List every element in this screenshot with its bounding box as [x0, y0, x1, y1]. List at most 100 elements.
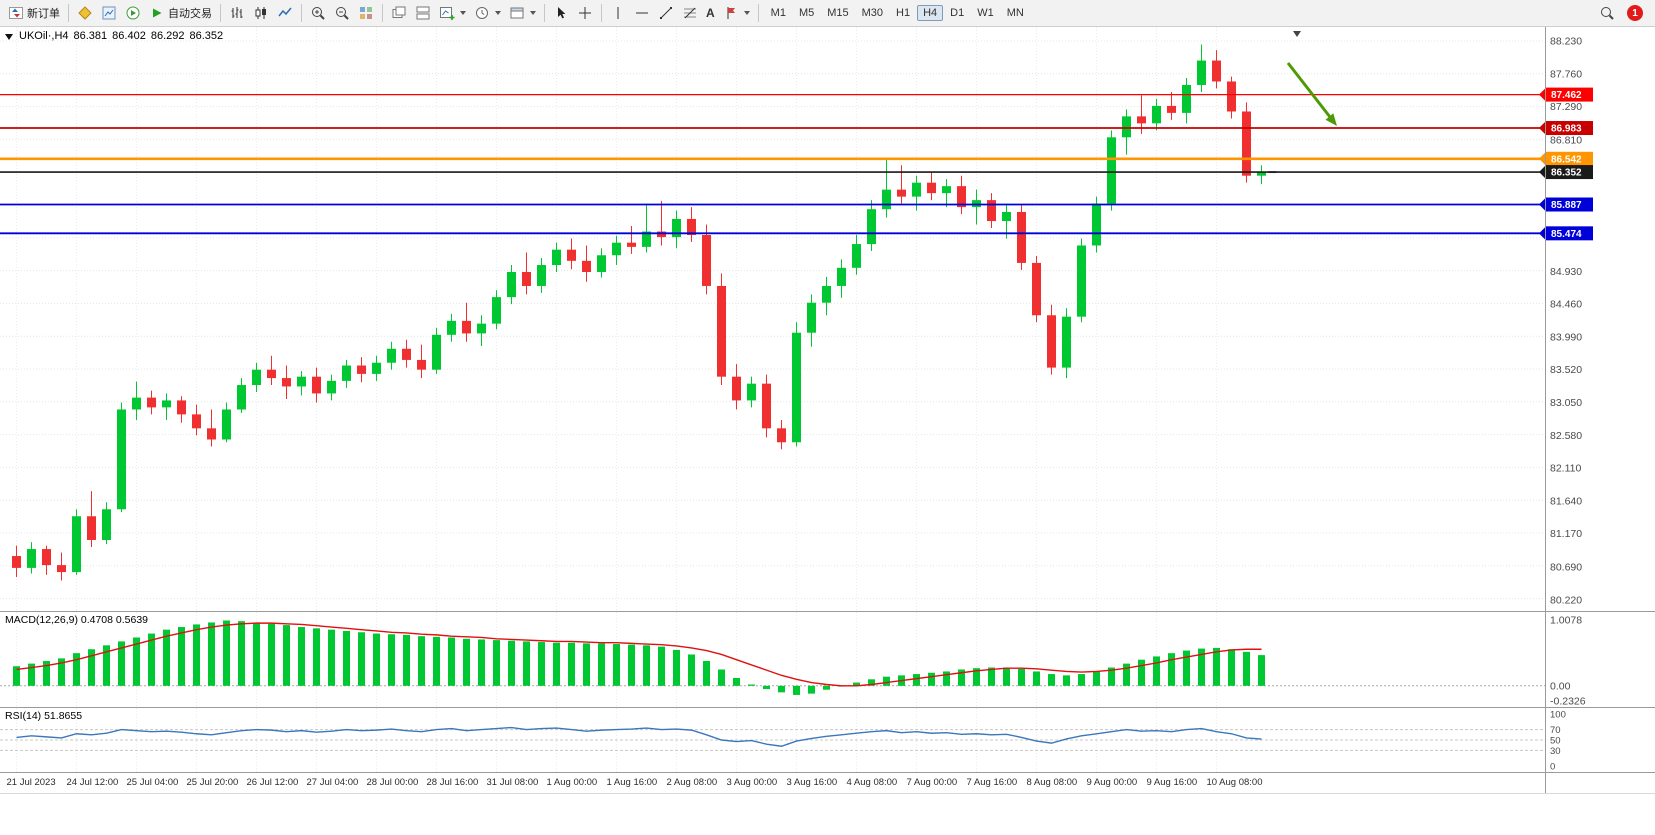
separator — [757, 4, 759, 22]
candle-down — [627, 242, 636, 247]
candle-up — [1107, 137, 1116, 204]
candle-up — [102, 509, 111, 540]
cascade-windows-button[interactable] — [387, 0, 411, 26]
macd-bar — [193, 624, 200, 686]
rsi-pane-splitter[interactable] — [0, 707, 1655, 708]
macd-bar — [658, 646, 665, 686]
price-tag-resistance-lower: 86.983 — [1539, 121, 1593, 136]
timeframe-m15[interactable]: M15 — [827, 7, 849, 19]
arrow-objects-button[interactable] — [719, 0, 754, 26]
timeframe-mn[interactable]: MN — [1006, 7, 1024, 19]
macd-bar — [58, 658, 65, 686]
macd-bar — [448, 637, 455, 686]
time-label: 21 Jul 2023 — [6, 777, 56, 788]
search-button[interactable] — [1595, 0, 1619, 26]
svg-text:83.050: 83.050 — [1550, 397, 1582, 409]
macd-bar — [568, 642, 575, 686]
cursor-tool-button[interactable] — [549, 0, 573, 26]
expert-advisors-button[interactable] — [121, 0, 145, 26]
macd-bar — [1093, 671, 1100, 686]
candle-down — [1212, 60, 1221, 82]
new-chart-button[interactable] — [435, 0, 470, 26]
horizontal-line-tool-button[interactable] — [630, 0, 654, 26]
price-chart-pane[interactable]: 87.462 86.983 86.542 86.352 85.887 85.474 88.2… — [0, 27, 1655, 611]
chart-title: UKOil·,H4 86.381 86.402 86.292 86.352 — [5, 30, 223, 42]
candle-up — [837, 267, 846, 286]
macd-bar — [283, 625, 290, 686]
macd-canvas: 1.0078 0.00 -0.2326 — [0, 612, 1586, 708]
autotrading-label: 自动交易 — [168, 8, 212, 20]
trendline-tool-button[interactable] — [654, 0, 678, 26]
macd-bar — [883, 676, 890, 686]
horizontal-line-icon — [636, 12, 648, 14]
macd-bar — [148, 633, 155, 686]
timeframe-w1[interactable]: W1 — [977, 7, 994, 19]
chart-shift-marker[interactable] — [1293, 31, 1301, 37]
candle-down — [717, 285, 726, 377]
bar-chart-icon — [231, 7, 243, 18]
timeframe-m30[interactable]: M30 — [861, 7, 884, 19]
time-label: 31 Jul 08:00 — [486, 777, 539, 788]
rsi-pane[interactable]: 100 70 50 30 0 RSI(14) 51.8655 — [0, 708, 1655, 772]
candle-down — [1047, 315, 1056, 368]
autotrading-button[interactable]: 自动交易 — [145, 0, 216, 26]
profiles-button[interactable] — [470, 0, 505, 26]
candlestick-chart-button[interactable] — [249, 0, 273, 26]
svg-text:0.00: 0.00 — [1550, 680, 1571, 692]
symbol-dropdown-icon[interactable] — [5, 32, 14, 41]
tile-windows-button[interactable] — [354, 0, 378, 26]
candle-down — [12, 556, 21, 568]
candle-up — [222, 409, 231, 440]
time-label: 10 Aug 08:00 — [1206, 777, 1263, 788]
macd-bar — [163, 629, 170, 686]
bar-chart-button[interactable] — [225, 0, 249, 26]
templates-button[interactable] — [505, 0, 540, 26]
macd-bar — [253, 622, 260, 686]
text-tool-button[interactable]: A — [702, 0, 719, 26]
candle-down — [147, 397, 156, 408]
timeframe-d1[interactable]: D1 — [950, 7, 965, 19]
macd-pane[interactable]: 1.0078 0.00 -0.2326 MACD(12,26,9) 0.4708 0… — [0, 612, 1655, 707]
timeframe-h4[interactable]: H4 — [917, 5, 944, 21]
macd-bar — [643, 645, 650, 686]
autotrading-icon — [153, 8, 162, 18]
vertical-line-icon — [617, 7, 619, 19]
macd-bar — [508, 640, 515, 686]
timeframe-h1[interactable]: H1 — [896, 7, 911, 19]
notification-badge[interactable]: 1 — [1627, 5, 1643, 21]
arrange-windows-button[interactable] — [411, 0, 435, 26]
market-watch-button[interactable] — [73, 0, 97, 26]
time-axis-splitter — [0, 772, 1655, 773]
svg-text:-0.2326: -0.2326 — [1550, 696, 1586, 708]
timeframe-m5[interactable]: M5 — [798, 7, 815, 19]
svg-text:50: 50 — [1550, 736, 1561, 747]
candle-down — [192, 414, 201, 429]
vertical-line-tool-button[interactable] — [606, 0, 630, 26]
zoom-out-button[interactable] — [330, 0, 354, 26]
timeframe-m1[interactable]: M1 — [770, 7, 786, 19]
line-chart-button[interactable] — [273, 0, 297, 26]
zoom-in-button[interactable] — [306, 0, 330, 26]
svg-text:80.220: 80.220 — [1550, 595, 1582, 607]
macd-bar — [43, 660, 50, 686]
macd-bar — [1048, 674, 1055, 686]
svg-text:81.170: 81.170 — [1550, 528, 1582, 540]
candle-up — [27, 549, 36, 568]
macd-bar — [118, 641, 125, 686]
macd-bar — [748, 684, 755, 686]
candle-down — [402, 348, 411, 360]
macd-pane-splitter[interactable] — [0, 611, 1655, 612]
annotation-arrow[interactable] — [1286, 62, 1337, 126]
macd-bar — [313, 628, 320, 686]
candle-up — [867, 209, 876, 245]
svg-text:87.760: 87.760 — [1550, 68, 1582, 80]
svg-text:85.474: 85.474 — [1551, 229, 1582, 240]
cursor-icon — [558, 7, 566, 19]
time-label: 2 Aug 08:00 — [666, 777, 718, 788]
new-chart-icon — [440, 7, 455, 20]
crosshair-tool-button[interactable] — [573, 0, 597, 26]
fibonacci-tool-button[interactable] — [678, 0, 702, 26]
chart-window-button[interactable] — [97, 0, 121, 26]
text-tool-icon: A — [706, 6, 715, 20]
new-order-button[interactable]: 新订单 — [4, 0, 64, 26]
